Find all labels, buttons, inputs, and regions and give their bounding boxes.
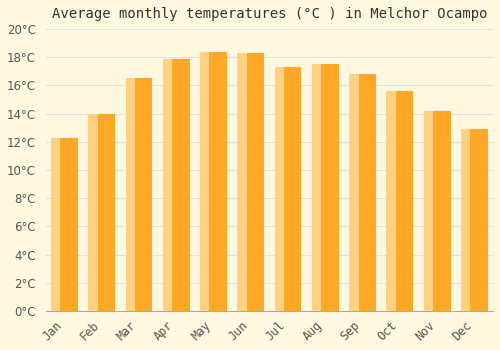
Bar bbox=[312, 64, 322, 311]
Bar bbox=[461, 129, 488, 311]
Bar bbox=[126, 78, 135, 311]
Bar bbox=[424, 111, 433, 311]
Bar bbox=[51, 138, 60, 311]
Bar bbox=[88, 114, 98, 311]
Bar bbox=[126, 78, 152, 311]
Bar bbox=[274, 67, 301, 311]
Bar bbox=[349, 74, 376, 311]
Bar bbox=[238, 53, 264, 311]
Bar bbox=[312, 64, 338, 311]
Title: Average monthly temperatures (°C ) in Melchor Ocampo: Average monthly temperatures (°C ) in Me… bbox=[52, 7, 487, 21]
Bar bbox=[238, 53, 247, 311]
Bar bbox=[424, 111, 450, 311]
Bar bbox=[386, 91, 413, 311]
Bar bbox=[51, 138, 78, 311]
Bar bbox=[386, 91, 396, 311]
Bar bbox=[274, 67, 284, 311]
Bar bbox=[461, 129, 470, 311]
Bar bbox=[200, 51, 209, 311]
Bar bbox=[349, 74, 358, 311]
Bar bbox=[200, 51, 227, 311]
Bar bbox=[88, 114, 115, 311]
Bar bbox=[163, 59, 172, 311]
Bar bbox=[163, 59, 190, 311]
